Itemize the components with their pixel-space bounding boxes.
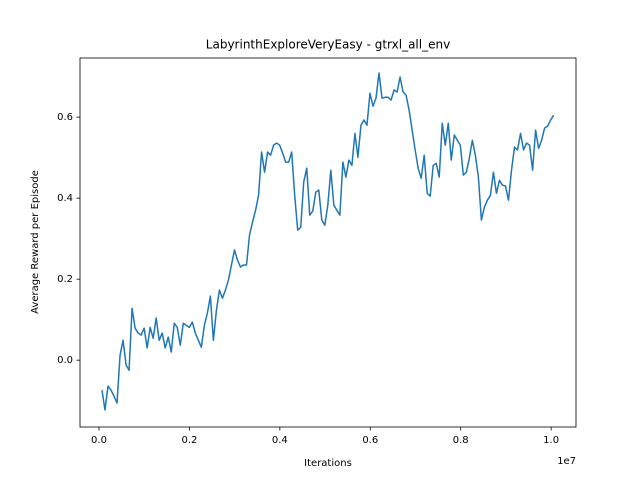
x-tick-label: 0.0 (91, 435, 107, 446)
y-tick-label: 0.0 (57, 355, 73, 366)
axes-frame (79, 57, 577, 428)
x-tick-label: 0.8 (453, 435, 469, 446)
y-tick-label: 0.6 (57, 112, 73, 123)
y-axis-label: Average Reward per Episode (30, 170, 41, 314)
x-tick-label: 0.4 (272, 435, 288, 446)
x-axis-label: Iterations (304, 458, 352, 469)
chart-title: LabyrinthExploreVeryEasy - gtrxl_all_env (206, 38, 450, 52)
line-series (101, 72, 555, 411)
x-tick-label: 0.6 (362, 435, 378, 446)
x-tick-label: 1.0 (543, 435, 559, 446)
y-tick-label: 0.4 (57, 193, 73, 204)
x-tick-label: 0.2 (181, 435, 197, 446)
x-offset-label: 1e7 (557, 456, 576, 467)
y-tick-label: 0.2 (57, 274, 73, 285)
